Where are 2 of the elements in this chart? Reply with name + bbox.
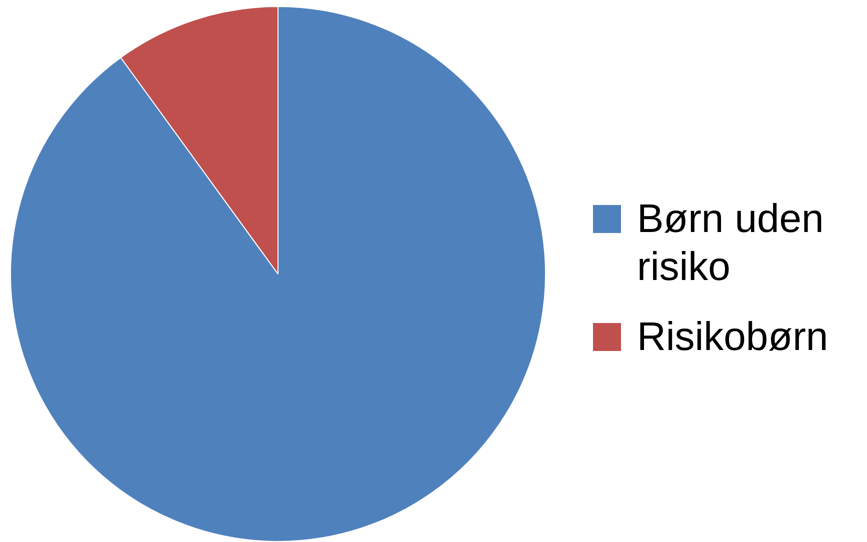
legend-label: Risikobørn [637,314,828,361]
legend-label: Børn uden risiko [637,196,825,291]
